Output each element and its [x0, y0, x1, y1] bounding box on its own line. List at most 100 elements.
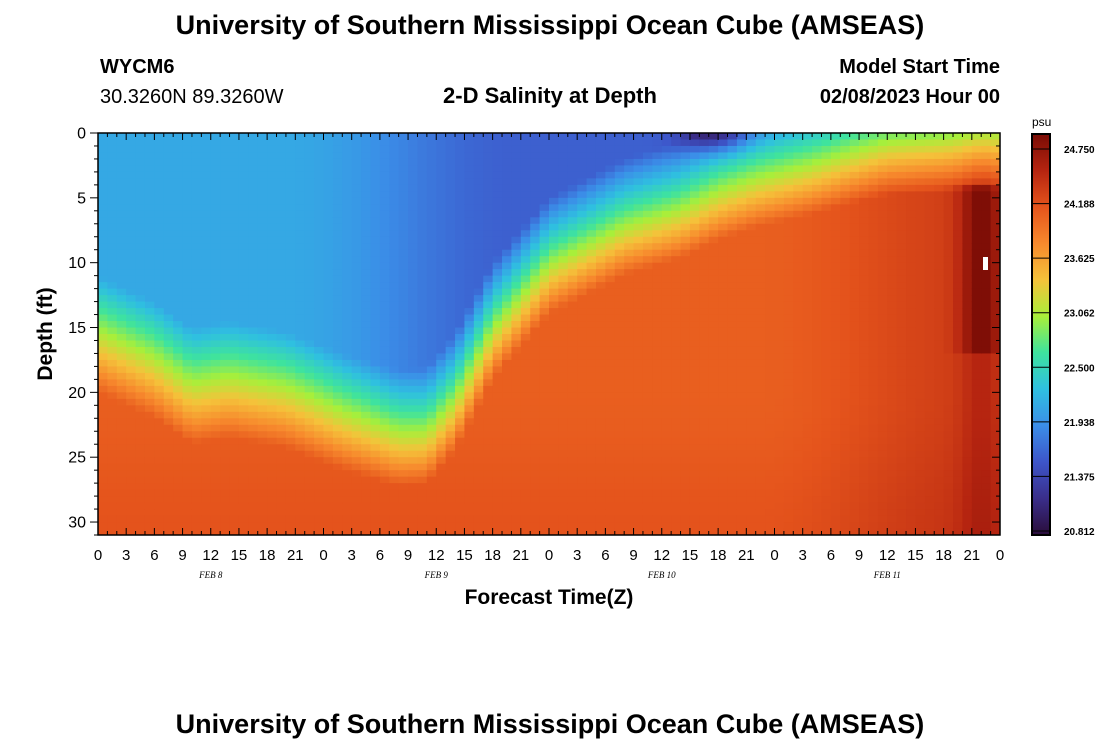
- heatmap-cell: [699, 418, 710, 426]
- heatmap-cell: [173, 515, 184, 523]
- heatmap-cell: [661, 288, 672, 296]
- heatmap-cell: [163, 236, 174, 244]
- heatmap-cell: [361, 366, 372, 374]
- heatmap-cell: [511, 301, 522, 309]
- heatmap-cell: [520, 145, 531, 154]
- heatmap-cell: [549, 340, 559, 348]
- heatmap-cell: [473, 515, 484, 523]
- heatmap-cell: [351, 528, 362, 535]
- heatmap-cell: [276, 165, 287, 173]
- heatmap-cell: [793, 372, 804, 380]
- heatmap-cell: [173, 457, 184, 465]
- heatmap-cell: [323, 152, 334, 160]
- heatmap-cell: [408, 476, 419, 484]
- heatmap-cell: [210, 243, 221, 251]
- heatmap-cell: [248, 230, 259, 238]
- heatmap-cell: [520, 424, 531, 432]
- heatmap-cell: [652, 223, 663, 231]
- heatmap-cell: [539, 139, 550, 147]
- heatmap-cell: [332, 372, 343, 380]
- heatmap-cell: [220, 327, 231, 335]
- heatmap-cell: [398, 463, 409, 471]
- heatmap-cell: [614, 385, 625, 393]
- heatmap-cell: [840, 522, 851, 530]
- heatmap-cell: [464, 470, 475, 478]
- heatmap-cell: [154, 145, 165, 154]
- heatmap-cell: [718, 528, 729, 535]
- heatmap-cell: [483, 411, 494, 419]
- heatmap-cell: [680, 133, 691, 141]
- heatmap-cell: [783, 256, 794, 264]
- heatmap-cell: [276, 366, 287, 374]
- heatmap-cell: [671, 308, 682, 316]
- heatmap-cell: [464, 288, 475, 296]
- heatmap-cell: [342, 301, 353, 309]
- heatmap-cell: [708, 489, 719, 497]
- heatmap-cell: [408, 483, 419, 491]
- heatmap-cell: [492, 243, 503, 251]
- heatmap-cell: [520, 158, 531, 167]
- heatmap-cell: [304, 133, 315, 141]
- heatmap-cell: [295, 282, 306, 290]
- heatmap-cell: [755, 418, 766, 426]
- heatmap-cell: [812, 139, 823, 147]
- heatmap-cell: [285, 327, 296, 335]
- heatmap-cell: [445, 379, 456, 387]
- heatmap-cell: [126, 359, 137, 368]
- heatmap-cell: [389, 470, 400, 478]
- heatmap-cell: [539, 359, 550, 368]
- heatmap-cell: [671, 327, 682, 335]
- heatmap-cell: [755, 282, 766, 290]
- heatmap-cell: [821, 424, 832, 432]
- heatmap-cell: [774, 385, 785, 393]
- heatmap-cell: [464, 502, 475, 510]
- heatmap-cell: [107, 133, 118, 141]
- heatmap-cell: [595, 249, 606, 257]
- heatmap-cell: [107, 470, 118, 478]
- heatmap-cell: [426, 145, 437, 154]
- heatmap-cell: [746, 191, 757, 199]
- heatmap-cell: [736, 145, 747, 154]
- heatmap-cell: [736, 217, 747, 225]
- heatmap-cell: [680, 269, 691, 277]
- heatmap-cell: [267, 152, 278, 160]
- heatmap-cell: [154, 385, 165, 393]
- heatmap-cell: [633, 489, 644, 497]
- heatmap-cell: [464, 197, 475, 205]
- heatmap-cell: [718, 437, 729, 445]
- heatmap-cell: [229, 340, 240, 348]
- heatmap-cell: [342, 502, 353, 510]
- heatmap-cell: [802, 340, 813, 348]
- heatmap-cell: [802, 385, 813, 393]
- heatmap-cell: [445, 321, 456, 329]
- heatmap-cell: [201, 236, 212, 244]
- heatmap-cell: [342, 308, 353, 316]
- heatmap-cell: [511, 191, 522, 199]
- heatmap-cell: [379, 340, 390, 348]
- heatmap-cell: [586, 314, 597, 322]
- heatmap-cell: [642, 288, 653, 296]
- heatmap-cell: [539, 321, 550, 329]
- heatmap-cell: [736, 424, 747, 432]
- heatmap-cell: [163, 165, 174, 173]
- heatmap-cell: [361, 301, 372, 309]
- heatmap-cell: [567, 457, 578, 465]
- heatmap-cell: [295, 275, 306, 283]
- heatmap-cell: [182, 184, 193, 192]
- heatmap-cell: [173, 327, 184, 335]
- heatmap-cell: [605, 282, 616, 290]
- heatmap-cell: [595, 152, 606, 160]
- heatmap-cell: [502, 275, 513, 283]
- heatmap-cell: [473, 489, 484, 497]
- heatmap-cell: [295, 243, 306, 251]
- heatmap-cell: [520, 197, 531, 205]
- heatmap-cell: [708, 178, 719, 186]
- heatmap-cell: [126, 470, 137, 478]
- heatmap-cell: [98, 301, 108, 309]
- heatmap-cell: [126, 327, 137, 335]
- heatmap-cell: [276, 515, 287, 523]
- heatmap-cell: [144, 418, 155, 426]
- heatmap-cell: [539, 502, 550, 510]
- heatmap-cell: [539, 346, 550, 355]
- heatmap-cell: [840, 450, 851, 458]
